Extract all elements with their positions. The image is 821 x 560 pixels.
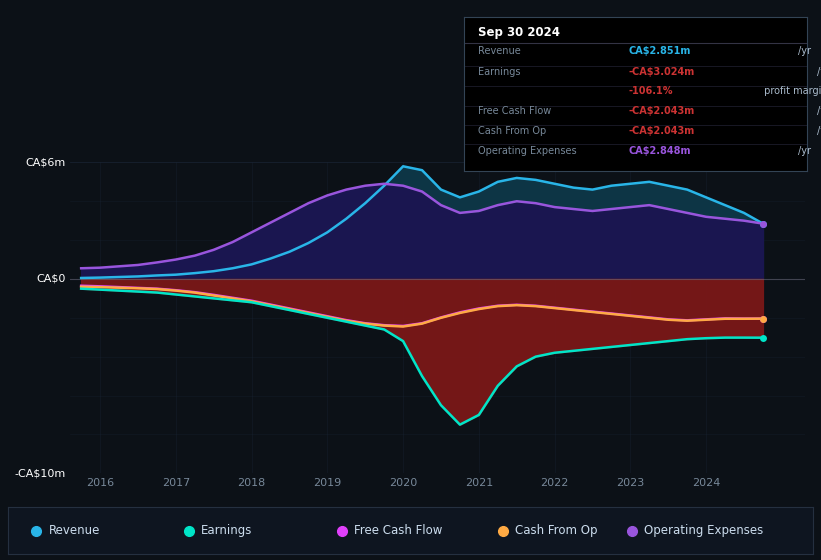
Text: -CA$3.024m: -CA$3.024m [629,67,695,77]
Text: /yr: /yr [799,46,811,55]
Text: Revenue: Revenue [48,524,100,537]
Text: -CA$2.043m: -CA$2.043m [629,126,695,136]
Text: Operating Expenses: Operating Expenses [644,524,763,537]
Text: profit margin: profit margin [761,86,821,96]
Text: /yr: /yr [799,146,811,156]
Text: /yr: /yr [818,106,821,116]
Text: -106.1%: -106.1% [629,86,673,96]
Text: /yr: /yr [818,67,821,77]
Text: Cash From Op: Cash From Op [515,524,598,537]
Text: CA$2.851m: CA$2.851m [629,46,691,55]
Text: -CA$2.043m: -CA$2.043m [629,106,695,116]
Text: Sep 30 2024: Sep 30 2024 [478,26,560,39]
Text: Earnings: Earnings [478,67,520,77]
Text: CA$0: CA$0 [37,274,67,284]
Text: Cash From Op: Cash From Op [478,126,546,136]
Text: /yr: /yr [818,126,821,136]
Text: -CA$10m: -CA$10m [15,468,67,478]
Text: CA$2.848m: CA$2.848m [629,146,691,156]
Text: Free Cash Flow: Free Cash Flow [354,524,443,537]
Text: Free Cash Flow: Free Cash Flow [478,106,551,116]
Text: Revenue: Revenue [478,46,521,55]
Text: Earnings: Earnings [201,524,253,537]
Text: CA$6m: CA$6m [25,157,67,167]
Text: Operating Expenses: Operating Expenses [478,146,576,156]
